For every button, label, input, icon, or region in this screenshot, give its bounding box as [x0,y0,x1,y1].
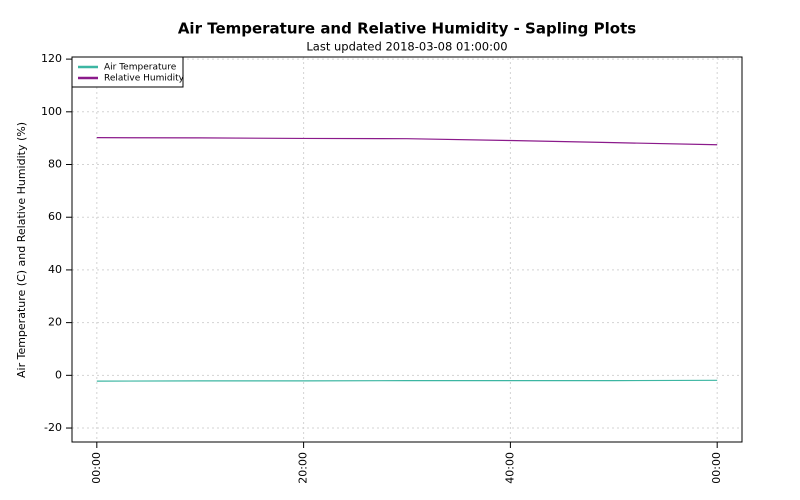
legend-box [71,56,184,88]
data-line [96,137,718,146]
x-tick-label: 00:00 [710,452,723,484]
legend-label: Relative Humidity [104,74,185,84]
y-tick-label: 100 [41,105,62,118]
chart-title: Air Temperature and Relative Humidity - … [178,20,636,38]
chart-subtitle: Last updated 2018-03-08 01:00:00 [306,40,507,54]
y-tick-label: 60 [48,210,62,223]
x-tick-label: 40:00 [503,452,516,484]
y-tick-label: 20 [48,316,62,329]
x-tick-label: 20:00 [297,452,310,484]
y-tick-label: 40 [48,263,62,276]
legend-label: Air Temperature [104,63,177,73]
y-tick-label: 0 [55,368,62,381]
y-axis-label: Air Temperature (C) and Relative Humidit… [15,122,28,378]
x-tick-label: 00:00 [90,452,103,484]
y-tick-label: 120 [41,52,62,65]
y-tick-label: 80 [48,158,62,171]
data-line [96,379,718,382]
y-tick-label: -20 [44,421,62,434]
plot-frame [71,56,743,443]
